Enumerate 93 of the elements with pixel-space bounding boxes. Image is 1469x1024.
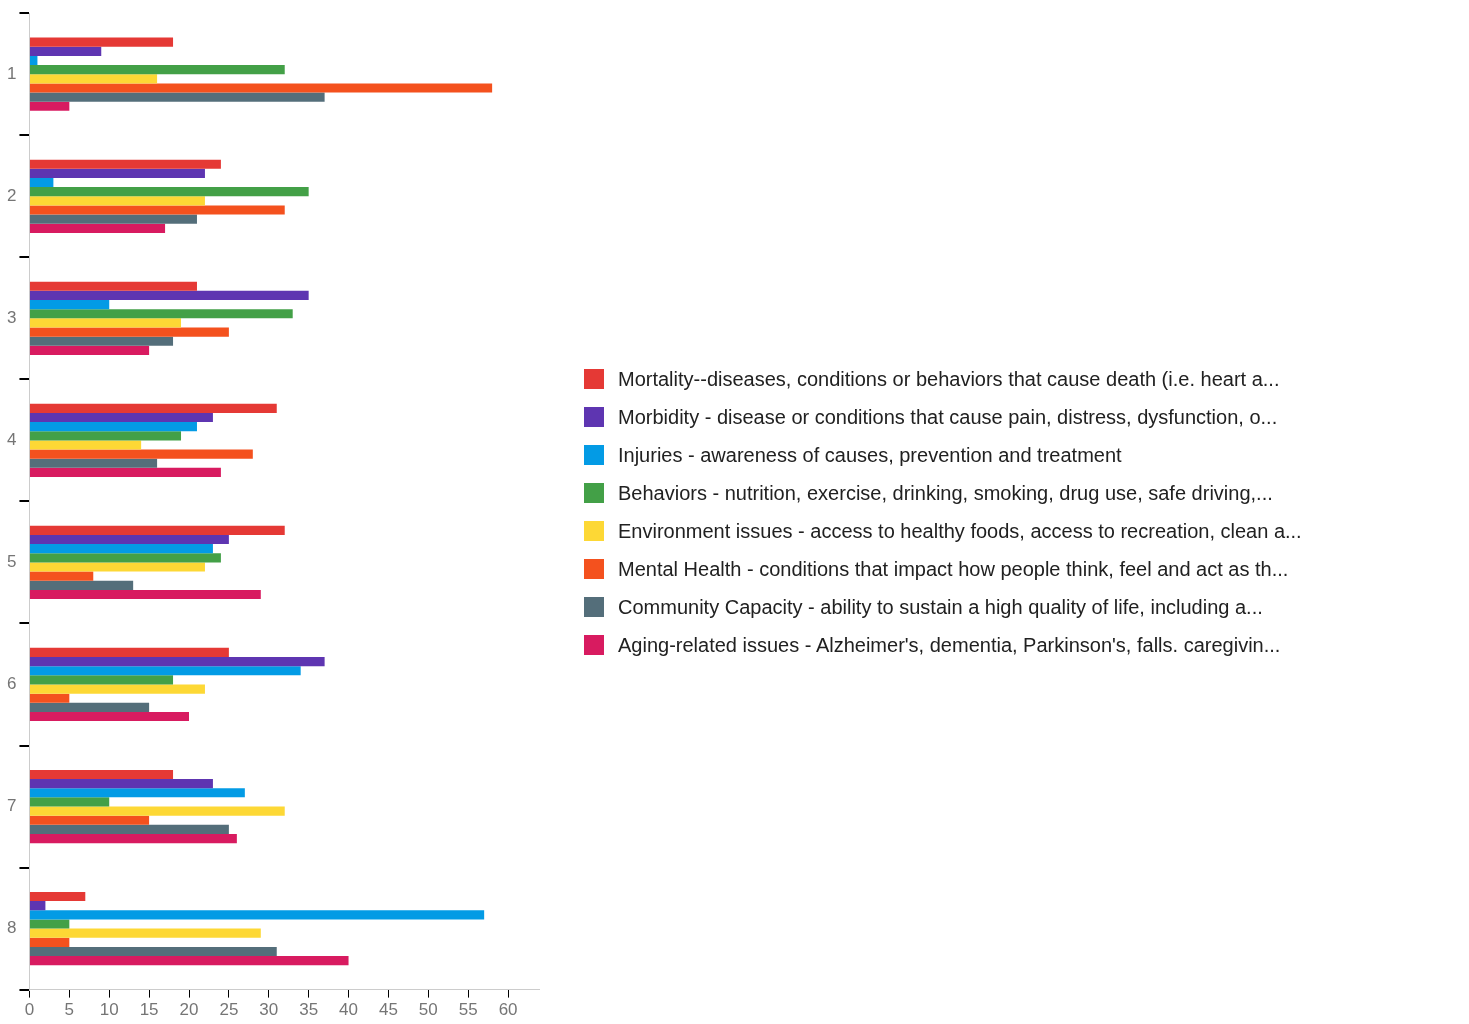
bar <box>29 946 277 957</box>
bar <box>29 788 245 798</box>
y-tick-label: 2 <box>6 185 17 205</box>
bar <box>29 824 229 834</box>
bar <box>29 666 301 676</box>
legend-label: Environment issues - access to healthy foods, access to recreation, clean a... <box>618 519 1302 543</box>
legend-label: Community Capacity - ability to sustain a high quality of life, including a... <box>618 595 1263 619</box>
bar <box>29 92 325 102</box>
x-tick-label: 55 <box>458 1000 478 1020</box>
bar <box>29 910 485 920</box>
bar <box>29 55 38 66</box>
legend-label: Aging-related issues - Alzheimer's, dementia, Parkinson's, falls. caregivin... <box>618 633 1281 657</box>
y-tick-label: 7 <box>6 796 17 816</box>
bar <box>29 403 277 413</box>
legend-label: Morbidity - disease or conditions that cause pain, distress, dysfunction, o... <box>618 405 1278 429</box>
x-tick-label: 40 <box>339 1000 359 1020</box>
bar <box>29 657 325 667</box>
bar <box>29 449 253 459</box>
bar <box>29 196 205 206</box>
bar <box>29 901 46 911</box>
bar <box>29 65 285 75</box>
legend-label: Mental Health - conditions that impact how people think, feel and act as th... <box>618 557 1289 581</box>
bar <box>29 187 309 197</box>
x-tick-label: 30 <box>259 1000 279 1020</box>
bar <box>29 223 166 233</box>
x-tick-label: 25 <box>219 1000 239 1020</box>
bar <box>29 37 174 47</box>
bar <box>29 693 70 703</box>
bar <box>29 711 189 722</box>
x-tick-label: 60 <box>498 1000 518 1020</box>
x-tick-label: 35 <box>299 1000 319 1020</box>
bar <box>29 534 229 545</box>
bar <box>29 525 285 535</box>
bar <box>29 214 197 224</box>
bar <box>29 101 70 111</box>
bar <box>29 300 110 310</box>
bar <box>29 46 102 56</box>
bar <box>29 891 86 902</box>
bar <box>29 205 285 215</box>
y-tick-label: 3 <box>6 308 17 328</box>
bar <box>29 769 174 780</box>
bar <box>29 290 309 301</box>
bar <box>29 309 293 319</box>
bar <box>29 684 205 694</box>
bar <box>29 919 70 929</box>
bar <box>29 318 182 328</box>
y-tick-label: 8 <box>6 918 17 938</box>
bar <box>29 956 349 966</box>
bar <box>29 281 197 291</box>
bar <box>29 458 158 468</box>
bar <box>29 168 205 178</box>
x-tick-label: 45 <box>378 1000 398 1020</box>
y-tick-label: 1 <box>6 63 17 83</box>
y-tick-label: 6 <box>6 674 17 694</box>
bar <box>29 562 205 572</box>
bar <box>29 589 261 600</box>
bar <box>29 440 142 450</box>
bar <box>29 412 213 423</box>
bar <box>29 553 221 563</box>
legend-label: Behaviors - nutrition, exercise, drinking, smoking, drug use, safe driving,... <box>618 481 1273 505</box>
bar <box>29 431 182 441</box>
x-tick-label: 10 <box>99 1000 119 1020</box>
bar <box>29 422 197 432</box>
bar <box>29 937 70 947</box>
bar <box>29 467 221 477</box>
bar <box>29 571 94 581</box>
bar <box>29 675 174 685</box>
bar <box>29 327 229 337</box>
legend-label: Mortality--diseases, conditions or behaviors that cause death (i.e. heart a... <box>618 367 1280 391</box>
bar <box>29 580 134 590</box>
bar <box>29 345 150 355</box>
bar <box>29 928 261 938</box>
bar <box>29 83 493 93</box>
legend-label: Injuries - awareness of causes, prevention and treatment <box>618 443 1122 467</box>
bar <box>29 806 285 816</box>
bar <box>29 74 158 84</box>
bar <box>29 177 54 188</box>
y-tick-label: 5 <box>6 552 17 572</box>
bar <box>29 779 213 789</box>
bar <box>29 815 150 825</box>
x-tick-label: 50 <box>418 1000 438 1020</box>
x-tick-label: 0 <box>24 1000 35 1020</box>
bar <box>29 544 213 554</box>
bar <box>29 833 237 844</box>
x-tick-label: 15 <box>139 1000 159 1020</box>
x-tick-label: 20 <box>179 1000 199 1020</box>
y-tick-label: 4 <box>6 430 17 450</box>
bar <box>29 159 221 169</box>
bar <box>29 702 150 712</box>
bar <box>29 336 174 346</box>
bar <box>29 797 110 807</box>
bar <box>29 647 229 658</box>
x-tick-label: 5 <box>64 1000 75 1020</box>
